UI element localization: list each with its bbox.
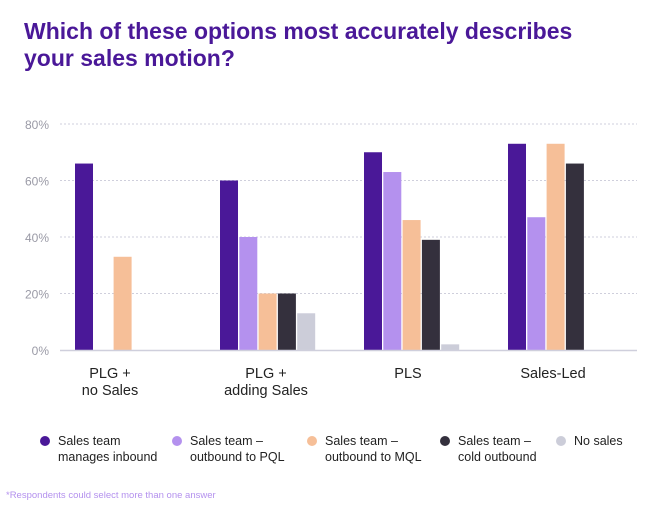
x-tick-label: Sales-Led xyxy=(520,366,586,382)
bar-1-1 xyxy=(239,237,258,350)
bar-3-3 xyxy=(565,163,584,350)
legend-item: No sales xyxy=(556,433,623,449)
chart-title: Which of these options most accurately d… xyxy=(24,18,573,71)
bar-0-1 xyxy=(220,180,238,350)
legend-dot-icon xyxy=(556,436,566,446)
x-tick-label: PLG + adding Sales xyxy=(224,366,308,399)
legend-label: Sales team – outbound to MQL xyxy=(325,434,422,464)
bar-2-3 xyxy=(546,143,565,350)
x-tick-label: PLG + no Sales xyxy=(81,366,139,399)
bar-4-1 xyxy=(297,313,316,350)
bar-2-0 xyxy=(113,256,132,350)
bar-2-2 xyxy=(402,220,421,350)
bar-0-3 xyxy=(508,143,526,350)
y-tick-label: 40% xyxy=(25,231,49,245)
legend-item: Sales team – outbound to PQL xyxy=(172,433,285,465)
legend-label: Sales team manages inbound xyxy=(58,434,158,464)
legend-item: Sales team – outbound to MQL xyxy=(307,433,422,465)
legend-item: Sales team – cold outbound xyxy=(440,433,537,465)
legend-label: Sales team – cold outbound xyxy=(458,434,537,464)
bar-0-2 xyxy=(364,152,382,350)
legend-item: Sales team manages inbound xyxy=(40,433,157,465)
bar-3-2 xyxy=(421,239,440,350)
bar-2-1 xyxy=(258,293,277,350)
legend-dot-icon xyxy=(440,436,450,446)
x-tick-label: PLS xyxy=(394,366,422,382)
legend-label: No sales xyxy=(574,434,623,448)
y-tick-label: 0% xyxy=(32,344,50,358)
legend-dot-icon xyxy=(172,436,182,446)
y-tick-label: 80% xyxy=(25,118,49,132)
footnote: *Respondents could select more than one … xyxy=(6,490,216,501)
bar-3-1 xyxy=(277,293,296,350)
bar-1-3 xyxy=(527,217,546,350)
bar-4-2 xyxy=(441,344,460,350)
legend-dot-icon xyxy=(307,436,317,446)
legend-label: Sales team – outbound to PQL xyxy=(190,434,285,464)
legend-dot-icon xyxy=(40,436,50,446)
y-tick-label: 20% xyxy=(25,288,49,302)
bar-1-2 xyxy=(383,172,402,350)
bar-0-0 xyxy=(75,163,93,350)
y-tick-label: 60% xyxy=(25,175,49,189)
